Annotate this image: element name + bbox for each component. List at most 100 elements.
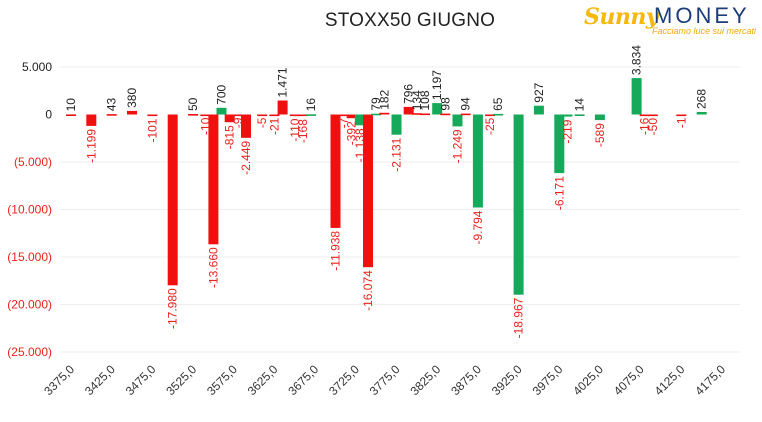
bar xyxy=(594,114,605,121)
data-label: 700 xyxy=(215,84,229,104)
bar xyxy=(574,114,585,116)
data-label: -11.938 xyxy=(329,231,343,271)
x-tick-label: 4175,0 xyxy=(692,362,728,398)
bar xyxy=(346,114,357,119)
logo-money-text: MONEY xyxy=(654,3,750,28)
data-label: -392 xyxy=(345,121,359,145)
bar xyxy=(66,114,76,116)
data-label: -1.138 xyxy=(353,128,367,162)
bar xyxy=(533,105,544,115)
bar xyxy=(306,114,317,116)
y-tick-label: (15.000) xyxy=(7,250,52,264)
bar xyxy=(188,114,199,116)
data-labels: 10 -1.199 43 380 -101 -17.980 50 -10 -13.660 700 -… xyxy=(64,45,709,339)
data-label: 380 xyxy=(125,88,139,108)
data-label: -2.131 xyxy=(390,137,404,171)
data-label: 3.834 xyxy=(630,45,644,75)
x-tick-label: 3675,0 xyxy=(285,362,321,398)
y-tick-label: (10.000) xyxy=(7,203,52,217)
data-label: -7 xyxy=(337,117,351,128)
logo-sunny-text: Sunny xyxy=(584,4,659,30)
logo-tagline: Facciamo luce sui mercati xyxy=(652,26,757,36)
bar xyxy=(554,114,565,174)
x-tick-label: 3625,0 xyxy=(245,362,281,398)
bar xyxy=(269,114,280,117)
bar xyxy=(224,114,235,123)
y-tick-label: 0 xyxy=(45,108,52,122)
bar xyxy=(676,114,687,117)
bar xyxy=(86,114,97,126)
data-label: -5 xyxy=(255,117,269,128)
data-label: 94 xyxy=(459,97,473,111)
bar xyxy=(696,112,707,115)
data-label: 927 xyxy=(532,82,546,102)
chart-title: STOXX50 GIUGNO xyxy=(324,10,496,31)
x-tick-label: 3375,0 xyxy=(41,362,77,398)
bar xyxy=(330,114,341,228)
data-label: -9 xyxy=(231,117,245,128)
bar xyxy=(371,113,382,116)
data-label: -16 xyxy=(638,117,652,135)
x-tick-label: 3475,0 xyxy=(123,362,159,398)
y-tick-label: 5.000 xyxy=(22,60,52,74)
x-tick-label: 3975,0 xyxy=(530,362,566,398)
bar xyxy=(277,100,288,115)
data-label: -13.660 xyxy=(206,247,220,288)
x-tick-label: 3575,0 xyxy=(204,362,240,398)
bar xyxy=(289,114,300,117)
data-label: -815 xyxy=(223,125,237,149)
bar xyxy=(379,112,390,115)
data-label: -101 xyxy=(145,118,159,142)
bar xyxy=(216,107,227,115)
bar xyxy=(403,106,414,115)
bar xyxy=(338,114,349,117)
bar xyxy=(420,113,430,116)
data-label: 16 xyxy=(304,98,318,112)
bar xyxy=(460,113,471,116)
x-tick-label: 4025,0 xyxy=(570,362,606,398)
bar xyxy=(147,114,158,117)
data-label: 268 xyxy=(695,89,709,109)
data-label: -1 xyxy=(674,117,688,128)
data-label: -18.967 xyxy=(512,297,526,338)
bar xyxy=(200,114,211,117)
data-label: -21 xyxy=(267,117,281,135)
bar xyxy=(631,78,642,115)
data-label: 43 xyxy=(105,97,119,111)
bar xyxy=(106,114,117,116)
data-label: 796 xyxy=(402,84,416,104)
bar xyxy=(167,114,178,286)
bar xyxy=(440,113,451,116)
data-label: -16.074 xyxy=(361,270,375,311)
bar xyxy=(493,113,504,116)
x-tick-label: 3525,0 xyxy=(163,362,199,398)
y-tick-label: (20.000) xyxy=(7,298,52,312)
x-tick-label: 3875,0 xyxy=(448,362,484,398)
data-label: -219 xyxy=(560,119,574,143)
bar xyxy=(354,114,365,126)
bar xyxy=(391,114,402,135)
bar xyxy=(208,114,219,245)
data-label: -168 xyxy=(296,119,310,143)
y-tick-label: (25.000) xyxy=(7,345,52,359)
y-axis: 5.000 0 (5.000) (10.000) (15.000) (20.000) (25… xyxy=(7,60,52,359)
data-label: 1.471 xyxy=(276,67,290,97)
x-tick-label: 4125,0 xyxy=(652,362,688,398)
data-label: -6.171 xyxy=(552,176,566,210)
data-label: -110 xyxy=(288,118,302,141)
data-label: 134 xyxy=(410,90,424,110)
data-label: -17.980 xyxy=(166,288,180,329)
bar xyxy=(639,114,650,117)
data-label: 65 xyxy=(491,97,505,111)
data-label: 10 xyxy=(64,98,78,112)
data-label: 1.197 xyxy=(430,70,444,100)
data-label: -589 xyxy=(593,123,607,147)
bar xyxy=(513,114,524,295)
bar xyxy=(411,113,422,115)
bar xyxy=(647,114,658,117)
data-label: 79 xyxy=(369,97,383,111)
x-tick-label: 3725,0 xyxy=(326,362,362,398)
data-label: 108 xyxy=(418,90,432,110)
